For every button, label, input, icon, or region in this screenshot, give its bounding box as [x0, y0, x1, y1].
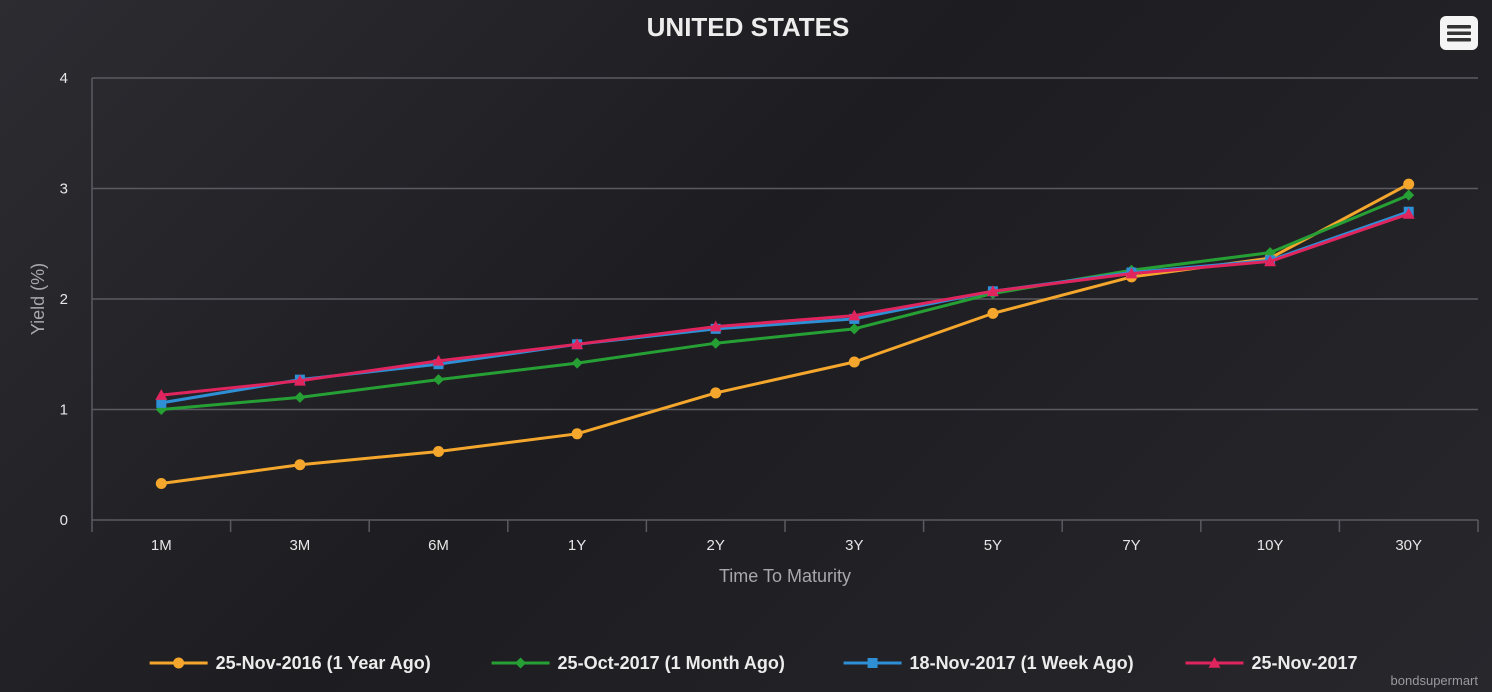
y-tick-label: 2 [60, 291, 68, 308]
y-tick-label: 4 [60, 70, 68, 87]
data-point[interactable] [294, 459, 306, 471]
legend-swatch-marker[interactable] [867, 658, 878, 668]
legend-swatch-marker[interactable] [1208, 657, 1221, 668]
series-lines [155, 178, 1415, 490]
hamburger-menu-icon [1447, 25, 1471, 42]
series-1 [155, 189, 1415, 415]
data-point[interactable] [986, 285, 999, 297]
legend-swatch-marker[interactable] [515, 657, 527, 669]
legend-item[interactable]: 25-Nov-2016 (1 Year Ago) [149, 653, 431, 673]
y-tick-label: 3 [60, 181, 68, 198]
y-tick-label: 0 [60, 512, 68, 529]
data-point[interactable] [1125, 267, 1138, 279]
data-point[interactable] [571, 428, 583, 440]
legend-label: 18-Nov-2017 (1 Week Ago) [910, 653, 1134, 673]
x-tick-label: 10Y [1257, 537, 1284, 554]
data-point[interactable] [571, 338, 584, 350]
legend-label: 25-Nov-2016 (1 Year Ago) [216, 653, 431, 673]
x-tick-label: 3M [289, 537, 310, 554]
data-point[interactable] [1403, 178, 1415, 190]
data-point[interactable] [709, 320, 722, 332]
axes: 0 1 2 3 4 1M 3M 6M 1Y 2Y 3Y 5Y 7Y 10Y 30Y [60, 70, 1479, 554]
legend-label: 25-Oct-2017 (1 Month Ago) [558, 653, 785, 673]
y-tick-label: 1 [60, 402, 68, 419]
legend-item[interactable]: 25-Oct-2017 (1 Month Ago) [491, 653, 785, 673]
grid-lines [92, 77, 1478, 521]
legend-label: 25-Nov-2017 [1251, 653, 1357, 673]
legend-item[interactable]: 18-Nov-2017 (1 Week Ago) [843, 653, 1134, 673]
series-0 [155, 178, 1415, 490]
series-line [161, 193, 1410, 411]
y-axis-title: Yield (%) [28, 263, 48, 335]
data-point[interactable] [293, 374, 306, 386]
x-tick-label: 5Y [984, 537, 1002, 554]
x-tick-label: 1Y [568, 537, 586, 554]
x-tick-label: 1M [151, 537, 172, 554]
x-tick-label: 3Y [845, 537, 863, 554]
data-point[interactable] [710, 337, 722, 349]
chart-menu-button[interactable] [1440, 16, 1478, 50]
data-point[interactable] [848, 309, 861, 321]
data-point[interactable] [432, 354, 445, 366]
x-tick-label: 2Y [707, 537, 725, 554]
data-point[interactable] [1402, 207, 1415, 219]
data-point[interactable] [710, 387, 722, 399]
data-point[interactable] [1403, 189, 1415, 201]
data-point[interactable] [156, 397, 167, 408]
x-axis-title: Time To Maturity [719, 566, 851, 586]
series-3 [155, 207, 1415, 400]
x-tick-label: 6M [428, 537, 449, 554]
data-point[interactable] [848, 323, 860, 335]
data-point[interactable] [571, 357, 583, 369]
data-point[interactable] [433, 374, 444, 386]
credit-label: bondsupermart [1391, 673, 1479, 688]
data-point[interactable] [155, 478, 167, 490]
legend-swatch-marker[interactable] [173, 657, 185, 669]
data-point[interactable] [433, 445, 444, 457]
legend-item[interactable]: 25-Nov-2017 [1185, 653, 1358, 673]
data-point[interactable] [155, 389, 168, 400]
data-point[interactable] [294, 391, 306, 403]
x-tick-label: 7Y [1122, 537, 1140, 554]
series-line [161, 182, 1410, 486]
data-point[interactable] [987, 307, 999, 319]
x-tick-label: 30Y [1395, 537, 1422, 554]
legend: 25-Nov-2016 (1 Year Ago) 25-Oct-2017 (1 M… [149, 653, 1358, 673]
data-point[interactable] [1264, 255, 1277, 267]
series-line [161, 212, 1410, 397]
data-point[interactable] [848, 356, 860, 368]
chart-title: UNITED STATES [647, 12, 850, 42]
